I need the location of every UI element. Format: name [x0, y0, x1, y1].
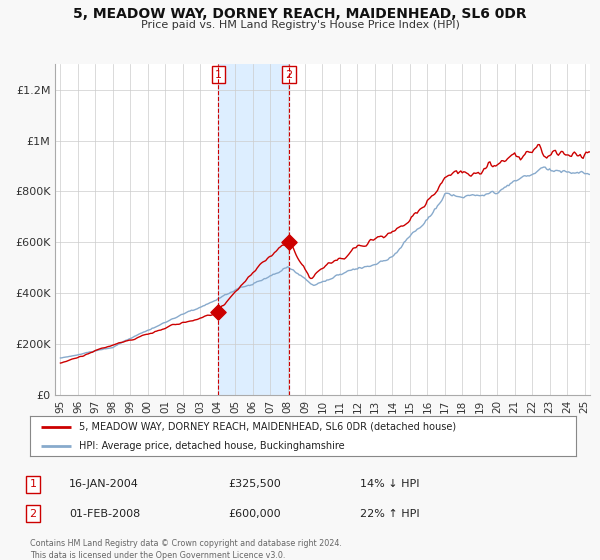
Text: HPI: Average price, detached house, Buckinghamshire: HPI: Average price, detached house, Buck… — [79, 441, 345, 451]
Text: £325,500: £325,500 — [228, 479, 281, 489]
Text: 2: 2 — [29, 508, 37, 519]
Point — [284, 238, 294, 247]
Text: 16-JAN-2004: 16-JAN-2004 — [69, 479, 139, 489]
Text: 14% ↓ HPI: 14% ↓ HPI — [360, 479, 419, 489]
Text: 22% ↑ HPI: 22% ↑ HPI — [360, 508, 419, 519]
Text: £600,000: £600,000 — [228, 508, 281, 519]
Text: 5, MEADOW WAY, DORNEY REACH, MAIDENHEAD, SL6 0DR (detached house): 5, MEADOW WAY, DORNEY REACH, MAIDENHEAD,… — [79, 422, 456, 432]
Text: 2: 2 — [286, 69, 293, 80]
Text: 01-FEB-2008: 01-FEB-2008 — [69, 508, 140, 519]
Point — [214, 307, 223, 316]
Text: 5, MEADOW WAY, DORNEY REACH, MAIDENHEAD, SL6 0DR: 5, MEADOW WAY, DORNEY REACH, MAIDENHEAD,… — [73, 7, 527, 21]
Text: Price paid vs. HM Land Registry's House Price Index (HPI): Price paid vs. HM Land Registry's House … — [140, 20, 460, 30]
Bar — [218, 64, 289, 395]
Text: 1: 1 — [29, 479, 37, 489]
Text: Contains HM Land Registry data © Crown copyright and database right 2024.
This d: Contains HM Land Registry data © Crown c… — [30, 539, 342, 559]
Text: 1: 1 — [215, 69, 222, 80]
